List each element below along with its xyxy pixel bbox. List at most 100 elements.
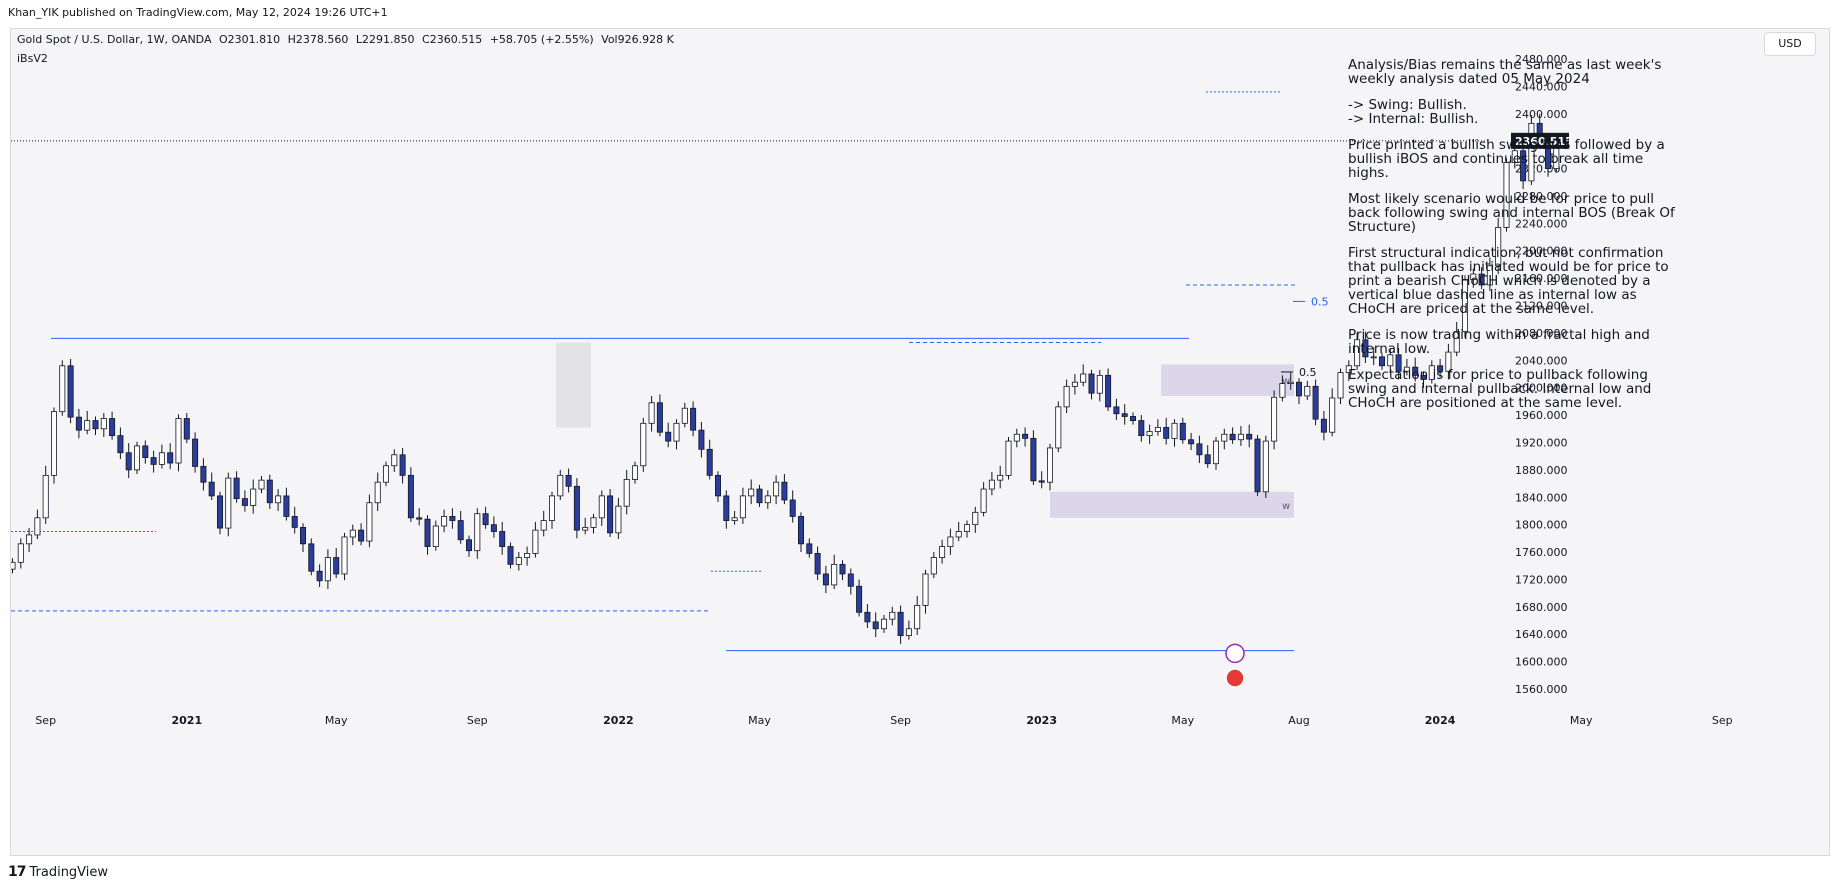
candle xyxy=(623,469,630,515)
candle-body xyxy=(1138,420,1145,437)
candle xyxy=(399,447,406,484)
currency-button[interactable]: USD xyxy=(1764,32,1816,56)
candle-body xyxy=(341,536,348,575)
candle-body xyxy=(366,502,373,542)
y-tick-label: 1840.000 xyxy=(1515,491,1568,504)
candle xyxy=(17,538,24,569)
candle xyxy=(1329,388,1336,437)
candle xyxy=(1453,321,1460,357)
indicator-label[interactable]: iBsV2 xyxy=(17,52,48,65)
candle xyxy=(1213,437,1220,470)
candle xyxy=(299,523,306,553)
candle xyxy=(930,552,937,579)
candle xyxy=(955,521,962,542)
candle xyxy=(499,521,506,555)
candle-body xyxy=(424,518,431,547)
candle-body xyxy=(1412,366,1419,376)
candle xyxy=(1486,257,1493,292)
candle-body xyxy=(142,445,149,458)
candle-body xyxy=(34,517,41,536)
candle-body xyxy=(1379,356,1386,367)
candle xyxy=(789,490,796,523)
candle xyxy=(1022,427,1029,447)
candle-body xyxy=(731,517,738,521)
fib-level-label: 0.5 xyxy=(1311,295,1329,308)
candle xyxy=(1204,445,1211,468)
candle-body xyxy=(1271,396,1278,442)
event-flag-icon xyxy=(1225,668,1245,688)
y-tick-label: 1680.000 xyxy=(1515,601,1568,614)
candle-body xyxy=(1154,427,1161,432)
candle-body xyxy=(881,618,888,630)
candle-body xyxy=(1312,385,1319,420)
candle xyxy=(1080,364,1087,387)
chart-frame: 1560.000 1600.000 1640.000 1680.000 1720.000… xyxy=(9,28,1830,856)
y-tick-label: 1640.000 xyxy=(1515,628,1568,641)
candle xyxy=(1271,390,1278,450)
candle xyxy=(748,479,755,505)
legend-open: O2301.810 xyxy=(218,33,281,46)
candle xyxy=(366,494,373,548)
y-tick-label: 2200.000 xyxy=(1515,245,1568,258)
candle-body xyxy=(51,411,58,476)
candle-body xyxy=(914,605,921,630)
candle xyxy=(1047,443,1054,491)
candle-body xyxy=(374,481,381,504)
candle-body xyxy=(75,416,82,431)
x-tick-label: 2021 xyxy=(171,714,202,727)
last-price-tag xyxy=(1511,132,1569,149)
candle-body xyxy=(308,543,315,572)
candle-body xyxy=(125,452,132,471)
candle-body xyxy=(532,529,539,554)
candle-body xyxy=(117,435,124,454)
candle-body xyxy=(84,420,91,431)
candle-body xyxy=(1296,381,1303,397)
candle-body xyxy=(1354,339,1361,367)
candle xyxy=(1337,368,1344,405)
candle xyxy=(283,487,290,521)
candle-body xyxy=(822,573,829,586)
candle-body xyxy=(299,526,306,545)
candle-body xyxy=(233,477,240,500)
candle-body xyxy=(167,452,174,464)
candle-body xyxy=(1171,422,1178,439)
candle xyxy=(640,417,647,472)
x-tick-label: Sep xyxy=(35,714,56,727)
candle xyxy=(1171,419,1178,447)
candle xyxy=(831,554,838,590)
candle xyxy=(341,532,348,581)
candle-body xyxy=(382,465,389,483)
candle xyxy=(374,472,381,511)
candle xyxy=(216,491,223,535)
footer-brand[interactable]: 17 TradingView xyxy=(8,864,108,880)
candle xyxy=(51,407,58,484)
candle-body xyxy=(997,474,1004,481)
candle xyxy=(1179,417,1186,444)
candle xyxy=(316,564,323,587)
candle-body xyxy=(930,557,937,575)
candle-body xyxy=(1520,150,1527,182)
candle-body xyxy=(333,557,340,575)
price-chart[interactable]: 1560.000 1600.000 1640.000 1680.000 1720.000… xyxy=(9,29,1829,855)
candle xyxy=(225,472,232,537)
candle xyxy=(806,538,813,558)
fib-level-label: 0.5 xyxy=(1299,366,1317,379)
y-tick-label: 2440.000 xyxy=(1515,80,1568,93)
candle xyxy=(1420,371,1427,388)
candle-body xyxy=(856,585,863,613)
candle-body xyxy=(216,495,223,529)
candle xyxy=(275,489,282,511)
candle-body xyxy=(764,495,771,504)
candle xyxy=(1196,435,1203,464)
candle-body xyxy=(1121,413,1128,417)
candle xyxy=(549,491,556,529)
candle-body xyxy=(889,611,896,620)
candle xyxy=(1403,358,1410,376)
candle xyxy=(665,422,672,448)
candle-body xyxy=(1329,397,1336,433)
candle xyxy=(856,579,863,617)
y-tick-label: 2280.000 xyxy=(1515,190,1568,203)
candle xyxy=(1013,428,1020,448)
candle xyxy=(673,419,680,450)
y-tick-label: 1720.000 xyxy=(1515,573,1568,586)
